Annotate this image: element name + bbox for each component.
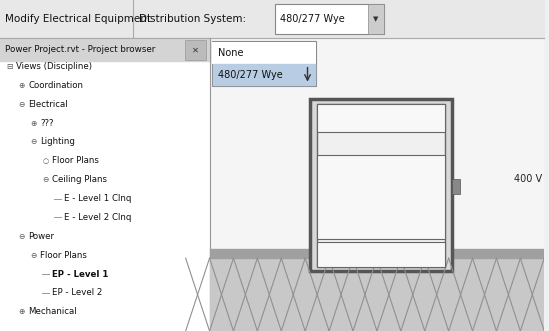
- Text: ⊕: ⊕: [19, 81, 25, 90]
- Text: E - Level 1 Clnq: E - Level 1 Clnq: [64, 194, 132, 203]
- Text: Mechanical: Mechanical: [29, 307, 77, 316]
- Text: ▼: ▼: [373, 16, 379, 22]
- Text: EP - Level 1: EP - Level 1: [52, 269, 109, 279]
- Bar: [185, 40, 206, 60]
- Text: ⊖: ⊖: [31, 251, 37, 260]
- Text: Power Project.rvt - Project browser: Power Project.rvt - Project browser: [5, 45, 156, 54]
- Text: 480/277 Wye: 480/277 Wye: [281, 14, 345, 24]
- Text: EP - Level 2: EP - Level 2: [52, 288, 103, 298]
- Text: ⊖: ⊖: [31, 137, 37, 147]
- Bar: [317, 242, 445, 267]
- Bar: [212, 41, 316, 86]
- Bar: [310, 99, 452, 271]
- Text: Views (Discipline): Views (Discipline): [16, 62, 92, 71]
- Text: Coordination: Coordination: [29, 81, 83, 90]
- Text: ⊖: ⊖: [19, 232, 25, 241]
- Text: ⊟: ⊟: [6, 62, 13, 71]
- Text: Power: Power: [29, 232, 54, 241]
- Text: Modify Electrical Equipment: Modify Electrical Equipment: [5, 14, 152, 24]
- Text: Lighting: Lighting: [40, 137, 75, 147]
- Bar: [0, 0, 544, 38]
- Text: ⊖: ⊖: [42, 175, 49, 184]
- Bar: [212, 42, 316, 64]
- Text: ⊕: ⊕: [31, 118, 37, 128]
- Bar: [0, 38, 210, 61]
- Text: 400 V: 400 V: [514, 174, 542, 184]
- Bar: [210, 258, 544, 331]
- Bar: [452, 179, 461, 194]
- Bar: [0, 38, 210, 331]
- Bar: [317, 155, 445, 239]
- Text: Distribution System:: Distribution System:: [139, 14, 246, 24]
- Text: Floor Plans: Floor Plans: [40, 251, 87, 260]
- Text: None: None: [218, 48, 243, 58]
- Bar: [317, 104, 445, 267]
- Bar: [317, 104, 445, 132]
- Text: ○: ○: [42, 158, 48, 164]
- Text: ???: ???: [40, 118, 54, 128]
- Bar: [275, 4, 384, 34]
- Text: E - Level 2 Clnq: E - Level 2 Clnq: [64, 213, 132, 222]
- Text: ⊕: ⊕: [19, 307, 25, 316]
- Text: ⊖: ⊖: [19, 100, 25, 109]
- Bar: [368, 4, 384, 34]
- Bar: [210, 38, 544, 331]
- Text: ✕: ✕: [192, 45, 199, 54]
- Text: 480/277 Wye: 480/277 Wye: [218, 70, 282, 80]
- Bar: [213, 64, 315, 85]
- Bar: [210, 249, 544, 258]
- Text: Floor Plans: Floor Plans: [52, 156, 99, 166]
- Text: Electrical: Electrical: [29, 100, 68, 109]
- Text: Ceiling Plans: Ceiling Plans: [52, 175, 107, 184]
